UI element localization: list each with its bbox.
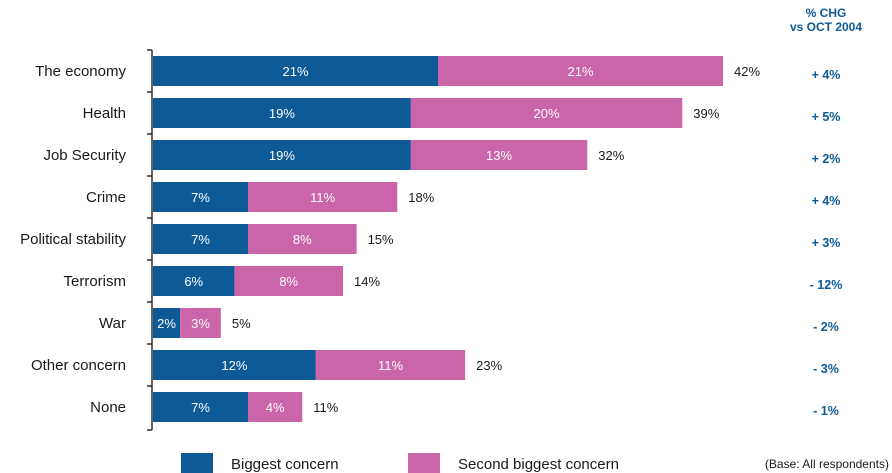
change-value: + 3%	[812, 236, 841, 250]
legend: Biggest concern Second biggest concern	[181, 453, 619, 473]
bar-second-concern	[410, 98, 683, 128]
legend-label: Second biggest concern	[458, 456, 619, 473]
bar-row: The economy 21% 21% 42% + 4%	[35, 56, 840, 86]
bar-biggest-concern	[153, 182, 248, 212]
change-value: + 4%	[812, 68, 841, 82]
bar-biggest-concern	[153, 308, 181, 338]
bar-biggest-concern	[153, 224, 248, 254]
total-label: 23%	[476, 358, 502, 373]
change-header-line-2: vs OCT 2004	[790, 20, 862, 34]
bar-row: Political stability 7% 8% 15% + 3%	[20, 224, 840, 254]
segment-value-label: 19%	[269, 148, 295, 163]
category-label: Political stability	[20, 231, 126, 248]
bar-second-concern	[180, 308, 221, 338]
segment-value-label: 7%	[191, 190, 210, 205]
segment-value-label: 8%	[293, 232, 312, 247]
legend-item: Biggest concern	[181, 453, 339, 473]
segment-value-label: 13%	[486, 148, 512, 163]
bar-biggest-concern	[153, 392, 248, 422]
category-label: War	[99, 315, 126, 332]
change-value: + 5%	[812, 110, 841, 124]
bar-biggest-concern	[153, 350, 316, 380]
bar-row: None 7% 4% 11% - 1%	[90, 392, 839, 422]
bar-second-concern	[410, 140, 588, 170]
change-header: % CHG vs OCT 2004	[790, 6, 862, 34]
segment-value-label: 11%	[310, 190, 335, 205]
category-label: Job Security	[43, 147, 126, 164]
change-value: - 12%	[810, 278, 843, 292]
bar-second-concern	[248, 224, 357, 254]
category-label: None	[90, 399, 126, 416]
category-label: The economy	[35, 63, 126, 80]
segment-value-label: 4%	[266, 400, 285, 415]
change-value: - 2%	[813, 320, 839, 334]
segment-value-label: 7%	[191, 400, 210, 415]
category-axis	[147, 49, 153, 431]
total-label: 5%	[232, 316, 251, 331]
legend-label: Biggest concern	[231, 456, 339, 473]
segment-value-label: 19%	[269, 106, 295, 121]
segment-value-label: 3%	[191, 316, 210, 331]
segment-value-label: 7%	[191, 232, 210, 247]
bar-second-concern	[438, 56, 723, 86]
segment-value-label: 21%	[567, 64, 593, 79]
legend-swatch	[408, 453, 440, 473]
bar-biggest-concern	[153, 56, 438, 86]
legend-swatch	[181, 453, 213, 473]
bar-row: Terrorism 6% 8% 14% - 12%	[64, 266, 843, 296]
bar-row: Health 19% 20% 39% + 5%	[83, 98, 841, 128]
bar-row: Crime 7% 11% 18% + 4%	[86, 182, 840, 212]
category-label: Terrorism	[64, 273, 127, 290]
bar-row: Job Security 19% 13% 32% + 2%	[43, 140, 840, 170]
bar-biggest-concern	[153, 140, 411, 170]
bar-biggest-concern	[153, 266, 235, 296]
change-value: + 4%	[812, 194, 841, 208]
total-label: 39%	[693, 106, 719, 121]
category-label: Crime	[86, 189, 126, 206]
change-header-line-1: % CHG	[806, 6, 847, 20]
legend-item: Second biggest concern	[408, 453, 619, 473]
total-label: 11%	[313, 400, 338, 415]
total-label: 15%	[368, 232, 394, 247]
bar-row: War 2% 3% 5% - 2%	[99, 308, 839, 338]
change-value: - 3%	[813, 362, 839, 376]
total-label: 42%	[734, 64, 760, 79]
bar-second-concern	[248, 392, 303, 422]
segment-value-label: 21%	[282, 64, 308, 79]
bar-second-concern	[234, 266, 343, 296]
bar-row: Other concern 12% 11% 23% - 3%	[31, 350, 839, 380]
total-label: 32%	[598, 148, 624, 163]
base-note: (Base: All respondents)	[765, 457, 889, 471]
total-label: 14%	[354, 274, 380, 289]
category-label: Other concern	[31, 357, 126, 374]
bar-second-concern	[315, 350, 466, 380]
segment-value-label: 2%	[157, 316, 176, 331]
bar-second-concern	[248, 182, 398, 212]
segment-value-label: 11%	[378, 358, 403, 373]
segment-value-label: 6%	[184, 274, 203, 289]
bar-biggest-concern	[153, 98, 411, 128]
segment-value-label: 12%	[221, 358, 247, 373]
bar-rows: The economy 21% 21% 42% + 4% Health 19% 20% 39% +…	[20, 56, 842, 422]
category-label: Health	[83, 105, 126, 122]
segment-value-label: 8%	[279, 274, 298, 289]
change-value: + 2%	[812, 152, 841, 166]
segment-value-label: 20%	[534, 106, 560, 121]
total-label: 18%	[408, 190, 434, 205]
change-value: - 1%	[813, 404, 839, 418]
